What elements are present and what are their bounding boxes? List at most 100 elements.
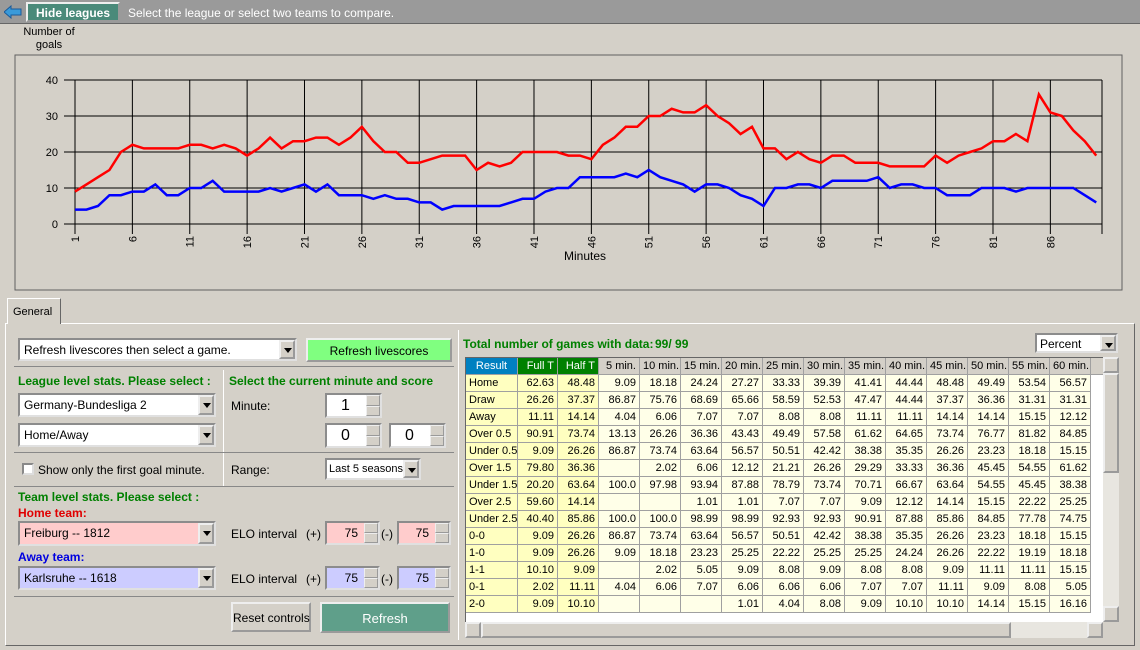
table-cell: 8.08 bbox=[804, 596, 845, 613]
home-elo-plus-spin[interactable]: 75 bbox=[325, 521, 380, 545]
x-tick-label: 31 bbox=[414, 236, 426, 248]
table-cell: 98.99 bbox=[681, 511, 722, 528]
table-cell: 7.07 bbox=[681, 409, 722, 426]
home-score-spin[interactable]: 0 bbox=[325, 423, 382, 448]
spin-down[interactable] bbox=[364, 578, 378, 588]
table-cell: 27.27 bbox=[722, 375, 763, 392]
table-cell: 58.59 bbox=[763, 392, 804, 409]
table-cell: 4.04 bbox=[599, 579, 640, 596]
table-cell: 9.09 bbox=[722, 562, 763, 579]
table-cell bbox=[599, 460, 640, 477]
table-cell: 36.36 bbox=[558, 460, 599, 477]
split-select[interactable]: Home/Away bbox=[18, 423, 216, 447]
row-label: Over 2.5 bbox=[466, 494, 518, 511]
home-elo-minus-spin[interactable]: 75 bbox=[397, 521, 451, 545]
spin-up[interactable] bbox=[430, 425, 444, 436]
vertical-scrollbar[interactable] bbox=[1103, 357, 1119, 622]
row-label: Draw bbox=[466, 392, 518, 409]
column-header: 15 min. bbox=[681, 358, 722, 375]
scroll-left[interactable] bbox=[465, 622, 481, 638]
spin-up[interactable] bbox=[435, 568, 449, 578]
first-goal-checkbox[interactable] bbox=[22, 463, 34, 475]
spin-down[interactable] bbox=[366, 436, 380, 447]
scroll-right[interactable] bbox=[1087, 622, 1103, 638]
away-elo-plus-spin[interactable]: 75 bbox=[325, 566, 380, 590]
table-cell: 37.37 bbox=[558, 392, 599, 409]
spin-down[interactable] bbox=[435, 578, 449, 588]
reset-button[interactable]: Reset controls bbox=[231, 602, 311, 632]
spin-up[interactable] bbox=[435, 523, 449, 533]
spin-down[interactable] bbox=[366, 406, 380, 417]
series-line bbox=[75, 170, 1096, 210]
table-cell: 9.09 bbox=[518, 596, 558, 613]
table-cell: 15.15 bbox=[1009, 409, 1050, 426]
scroll-down[interactable] bbox=[1103, 606, 1119, 622]
league-select[interactable]: Germany-Bundesliga 2 bbox=[18, 393, 216, 417]
tab-general[interactable]: General bbox=[7, 298, 61, 324]
spin-up[interactable] bbox=[366, 395, 380, 406]
table-cell: 100.0 bbox=[640, 511, 681, 528]
table-cell: 9.09 bbox=[599, 375, 640, 392]
scroll-thumb[interactable] bbox=[1103, 373, 1119, 473]
away-elo-minus-spin[interactable]: 75 bbox=[397, 566, 451, 590]
table-cell: 33.33 bbox=[886, 460, 927, 477]
refresh-livescores-button[interactable]: Refresh livescores bbox=[306, 338, 452, 362]
table-cell: 26.26 bbox=[518, 392, 558, 409]
x-tick-label: 61 bbox=[758, 236, 770, 248]
column-header: 40 min. bbox=[886, 358, 927, 375]
table-cell: 45.45 bbox=[968, 460, 1009, 477]
table-cell: 9.09 bbox=[845, 596, 886, 613]
table-cell: 26.26 bbox=[558, 545, 599, 562]
table-cell bbox=[681, 596, 722, 613]
table-cell: 8.08 bbox=[763, 562, 804, 579]
row-label: 0-0 bbox=[466, 528, 518, 545]
range-select[interactable]: Last 5 seasons bbox=[325, 458, 421, 480]
table-cell: 52.53 bbox=[804, 392, 845, 409]
table-cell: 42.42 bbox=[804, 443, 845, 460]
table-cell: 61.62 bbox=[1050, 460, 1091, 477]
game-select[interactable]: Refresh livescores then select a game. bbox=[18, 338, 297, 361]
x-tick-label: 16 bbox=[242, 236, 254, 248]
away-score-spin[interactable]: 0 bbox=[389, 423, 446, 448]
minute-spin[interactable]: 1 bbox=[325, 393, 382, 418]
table-cell: 16.16 bbox=[1050, 596, 1091, 613]
table-cell bbox=[599, 494, 640, 511]
minute-heading: Select the current minute and score bbox=[229, 374, 433, 388]
mode-select[interactable]: Percent bbox=[1035, 333, 1118, 353]
divider bbox=[14, 486, 454, 487]
table-cell: 1.01 bbox=[722, 596, 763, 613]
spin-up[interactable] bbox=[364, 568, 378, 578]
column-header: 50 min. bbox=[968, 358, 1009, 375]
scroll-thumb[interactable] bbox=[481, 622, 1011, 638]
table-cell: 8.08 bbox=[886, 562, 927, 579]
x-tick-label: 6 bbox=[127, 236, 139, 242]
table-cell: 7.07 bbox=[886, 579, 927, 596]
x-tick-label: 51 bbox=[644, 236, 656, 248]
x-axis-label: Minutes bbox=[564, 249, 606, 263]
spin-up[interactable] bbox=[366, 425, 380, 436]
spin-down[interactable] bbox=[435, 533, 449, 543]
spin-up[interactable] bbox=[364, 523, 378, 533]
table-cell: 35.35 bbox=[886, 528, 927, 545]
horizontal-scrollbar[interactable] bbox=[465, 622, 1103, 638]
table-cell: 8.08 bbox=[845, 562, 886, 579]
x-tick-label: 41 bbox=[529, 236, 541, 248]
home-team-select[interactable]: Freiburg -- 1812 bbox=[18, 521, 216, 546]
table-cell: 10.10 bbox=[886, 596, 927, 613]
refresh-button[interactable]: Refresh bbox=[320, 602, 450, 633]
table-cell: 26.26 bbox=[927, 528, 968, 545]
table-cell: 26.26 bbox=[558, 528, 599, 545]
spin-down[interactable] bbox=[430, 436, 444, 447]
away-team-select[interactable]: Karlsruhe -- 1618 bbox=[18, 566, 216, 590]
table-cell: 90.91 bbox=[845, 511, 886, 528]
table-cell: 7.07 bbox=[763, 494, 804, 511]
y-tick-label: 10 bbox=[46, 183, 58, 195]
table-cell: 61.62 bbox=[845, 426, 886, 443]
away-score-value: 0 bbox=[405, 427, 414, 444]
scroll-up[interactable] bbox=[1103, 357, 1119, 373]
table-cell: 15.15 bbox=[1050, 528, 1091, 545]
x-tick-label: 86 bbox=[1045, 236, 1057, 248]
spin-down[interactable] bbox=[364, 533, 378, 543]
table-cell: 84.85 bbox=[1050, 426, 1091, 443]
